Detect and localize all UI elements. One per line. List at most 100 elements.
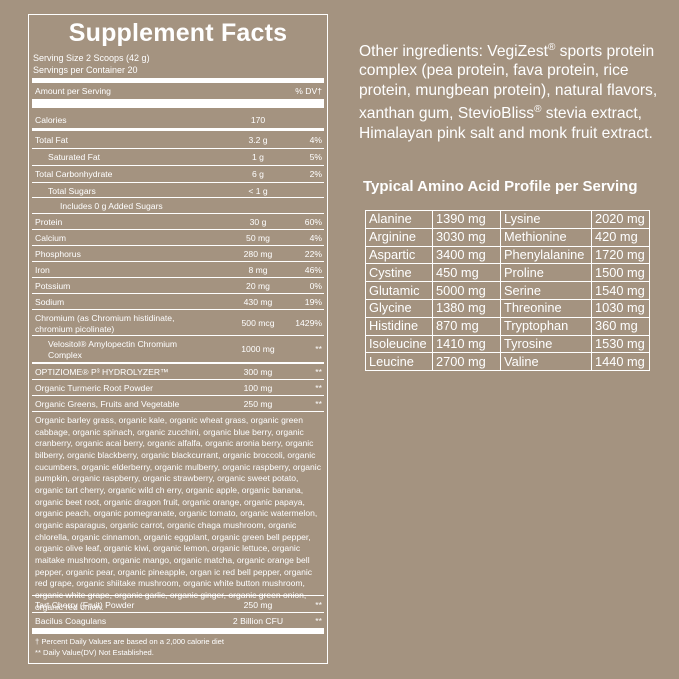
amino-acid-table: Alanine 1390 mg Lysine 2020 mg Arginine 3030 … <box>365 210 650 372</box>
divider <box>32 99 324 108</box>
divider <box>32 309 324 310</box>
divider <box>32 628 324 634</box>
amount-header-label: Amount per Serving <box>35 86 111 96</box>
divider <box>32 335 324 336</box>
nutrient-amount: 2 Billion CFU <box>232 616 284 626</box>
nutrient-label: Sodium <box>35 297 65 307</box>
amino-acid-amount: 1390 mg <box>432 210 501 229</box>
servings-per-container: Servings per Container 20 <box>33 65 138 75</box>
amino-acid-name: Threonine <box>500 298 592 318</box>
serving-size: Serving Size 2 Scoops (42 g) <box>33 53 150 63</box>
nutrient-label: Organic Turmeric Root Powder <box>35 383 153 393</box>
nutrient-label: Tart Cherry (Fruit) Powder <box>35 600 135 610</box>
nutrient-dv: 4% <box>309 135 322 145</box>
amino-acid-amount: 450 mg <box>432 263 501 283</box>
amino-acid-name: Leucine <box>365 352 433 372</box>
nutrient-label: Calories <box>35 115 67 125</box>
amino-acid-name: Phenylalanine <box>500 245 592 265</box>
nutrient-label: Chromium (as Chromium histidinate, chrom… <box>35 313 175 334</box>
nutrient-label: Calcium <box>35 233 67 243</box>
dv-header-label: % DV† <box>295 86 322 96</box>
amino-acid-amount: 5000 mg <box>432 281 501 300</box>
nutrient-amount: 8 mg <box>248 265 268 275</box>
divider <box>32 595 324 596</box>
amino-acid-name: Valine <box>500 352 592 372</box>
divider <box>32 78 324 83</box>
amino-acid-name: Histidine <box>365 316 433 336</box>
amino-acid-row: Cystine 450 mg Proline 1500 mg <box>365 263 650 283</box>
nutrient-label: Phosphorus <box>35 249 81 259</box>
nutrient-dv: ** <box>315 616 322 626</box>
divider <box>32 182 324 183</box>
nutrient-amount: 250 mg <box>243 600 273 610</box>
supplement-facts-title: Supplement Facts <box>68 19 288 47</box>
amino-acid-name: Aspartic <box>365 245 433 265</box>
nutrient-amount: 170 <box>250 115 266 125</box>
nutrient-amount: 1000 mg <box>241 344 275 354</box>
amino-acid-amount: 3030 mg <box>432 227 501 247</box>
amino-acid-title: Typical Amino Acid Profile per Serving <box>363 178 638 195</box>
amino-acid-row: Histidine 870 mg Tryptophan 360 mg <box>365 316 650 336</box>
nutrient-label: Total Fat <box>35 135 68 145</box>
nutrient-label: Bacilus Coagulans <box>35 616 107 626</box>
amino-acid-name: Serine <box>500 281 592 300</box>
nutrient-dv: ** <box>315 344 322 354</box>
amino-acid-amount: 2020 mg <box>591 210 650 229</box>
amino-acid-amount: 1380 mg <box>432 298 501 318</box>
divider <box>32 362 324 364</box>
amino-acid-amount: 1440 mg <box>591 352 650 372</box>
nutrient-label: Includes 0 g Added Sugars <box>60 201 163 211</box>
nutrient-dv: 46% <box>304 265 322 275</box>
divider <box>32 148 324 149</box>
amino-acid-amount: 1500 mg <box>591 263 650 283</box>
divider <box>32 165 324 166</box>
nutrient-dv: 22% <box>304 249 322 259</box>
registered-mark: ® <box>534 104 542 116</box>
footnote-not-established: ** Daily Value(DV) Not Established. <box>35 648 154 657</box>
registered-mark: ® <box>547 42 556 53</box>
nutrient-amount: < 1 g <box>248 186 268 196</box>
amino-acid-name: Arginine <box>365 227 433 247</box>
amino-acid-name: Lysine <box>500 210 592 229</box>
nutrient-amount: 30 g <box>249 217 267 227</box>
amino-acid-name: Glycine <box>365 298 433 318</box>
nutrient-amount: 280 mg <box>243 249 273 259</box>
nutrient-amount: 100 mg <box>243 383 273 393</box>
nutrient-amount: 1 g <box>252 152 264 162</box>
amino-acid-row: Isoleucine 1410 mg Tyrosine 1530 mg <box>365 334 650 354</box>
nutrient-label: Organic Greens, Fruits and Vegetable <box>35 399 180 409</box>
amino-acid-amount: 3400 mg <box>432 245 501 265</box>
nutrient-amount: 250 mg <box>243 399 273 409</box>
amino-acid-row: Glycine 1380 mg Threonine 1030 mg <box>365 298 650 318</box>
amino-acid-amount: 1720 mg <box>591 245 650 265</box>
amino-acid-amount: 360 mg <box>591 316 650 336</box>
nutrient-dv: ** <box>315 367 322 377</box>
nutrient-dv: 0% <box>309 281 322 291</box>
amino-acid-name: Tyrosine <box>500 334 592 354</box>
divider <box>32 128 324 131</box>
amino-acid-name: Cystine <box>365 263 433 283</box>
nutrient-dv: ** <box>315 399 322 409</box>
nutrient-dv: 5% <box>309 152 322 162</box>
footnote-dv: † Percent Daily Values are based on a 2,… <box>35 637 224 646</box>
nutrient-amount: 20 mg <box>246 281 270 291</box>
supplement-facts-panel: Supplement Facts Serving Size 2 Scoops (… <box>28 14 328 664</box>
nutrient-dv: 2% <box>309 169 322 179</box>
other-ingredients-text: stevia extract, Himalayan pink salt and … <box>359 105 653 142</box>
nutrient-amount: 50 mg <box>246 233 270 243</box>
amino-acid-row: Leucine 2700 mg Valine 1440 mg <box>365 352 650 372</box>
divider <box>32 245 324 246</box>
divider <box>32 277 324 278</box>
amino-acid-row: Arginine 3030 mg Methionine 420 mg <box>365 227 650 247</box>
amino-acid-amount: 1530 mg <box>591 334 650 354</box>
nutrient-dv: 19% <box>304 297 322 307</box>
nutrient-dv: ** <box>315 600 322 610</box>
other-ingredients-text: sports protein complex (pea protein, fav… <box>359 43 658 123</box>
divider <box>32 395 324 396</box>
amino-acid-amount: 420 mg <box>591 227 650 247</box>
amino-acid-row: Alanine 1390 mg Lysine 2020 mg <box>365 210 650 229</box>
nutrient-label: OPTIZIOME® P³ HYDROLYZER™ <box>35 367 169 377</box>
nutrient-label: Potssium <box>35 281 71 291</box>
nutrient-dv: 4% <box>309 233 322 243</box>
nutrient-label: Iron <box>35 265 50 275</box>
